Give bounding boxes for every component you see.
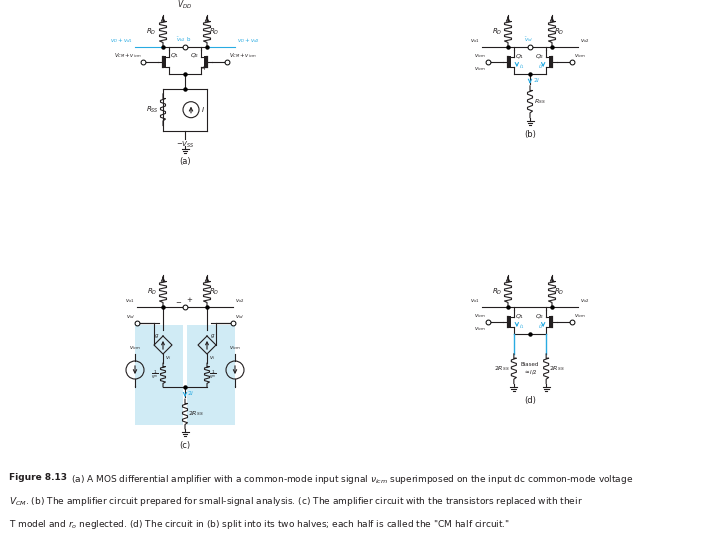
Text: $V_{CM}+v_{icm}$: $V_{CM}+v_{icm}$ <box>229 51 256 60</box>
Text: $2i$: $2i$ <box>187 389 194 397</box>
Text: $+$: $+$ <box>186 295 193 304</box>
Text: $v_i$: $v_i$ <box>165 355 171 362</box>
Text: $v_{icm}$: $v_{icm}$ <box>129 344 141 352</box>
Text: $v_{o2}$: $v_{o2}$ <box>580 297 590 305</box>
Text: (c): (c) <box>179 441 191 450</box>
Text: $Q_2$: $Q_2$ <box>535 52 544 61</box>
Text: $R_{SS}$: $R_{SS}$ <box>534 97 546 106</box>
Text: $2R_{SS}$: $2R_{SS}$ <box>494 364 510 373</box>
Text: $g$: $g$ <box>210 332 215 340</box>
Text: $\frac{1}{g_m}$: $\frac{1}{g_m}$ <box>151 369 159 381</box>
Text: $R_{SS}$: $R_{SS}$ <box>146 105 159 115</box>
Text: $v_{o1}$: $v_{o1}$ <box>125 297 135 305</box>
Text: $R_D$: $R_D$ <box>209 287 220 297</box>
Text: T model and $r_o$ neglected. (d) The circuit in (b) split into its two halves; e: T model and $r_o$ neglected. (d) The cir… <box>9 518 510 531</box>
Text: $v_D+v_{d1}$: $v_D+v_{d1}$ <box>110 36 133 45</box>
Text: $\bar{v}_{id}$: $\bar{v}_{id}$ <box>523 35 532 44</box>
Text: (a): (a) <box>179 157 191 166</box>
Text: $v_{o2}$: $v_{o2}$ <box>580 37 590 45</box>
Text: $2R_{SS}$: $2R_{SS}$ <box>549 364 565 373</box>
Text: $\bar{v}_{b2}\ $b: $\bar{v}_{b2}\ $b <box>176 35 192 44</box>
Text: $R_D$: $R_D$ <box>492 27 502 37</box>
Text: $v_{icm}$: $v_{icm}$ <box>574 52 586 60</box>
Text: $V_{CM}$. (b) The amplifier circuit prepared for small-signal analysis. (c) The : $V_{CM}$. (b) The amplifier circuit prep… <box>9 495 582 508</box>
Text: $R_D$: $R_D$ <box>554 287 564 297</box>
Text: $2R_{SS}$: $2R_{SS}$ <box>188 409 204 418</box>
Text: $V_{DD}$: $V_{DD}$ <box>177 0 193 11</box>
Text: $-V_{SS}$: $-V_{SS}$ <box>176 140 194 150</box>
Text: $-$: $-$ <box>175 298 182 304</box>
Bar <box>135 325 183 425</box>
Text: $g$: $g$ <box>153 332 159 340</box>
Text: $v_{icm}$: $v_{icm}$ <box>574 312 586 320</box>
Text: $Q_1$: $Q_1$ <box>515 312 524 321</box>
Text: $R_D$: $R_D$ <box>554 27 564 37</box>
Text: $v_{icm}$: $v_{icm}$ <box>474 312 486 320</box>
Text: (b): (b) <box>524 130 536 139</box>
Text: $R_D$: $R_D$ <box>145 27 156 37</box>
Text: $v_{icm}$: $v_{icm}$ <box>474 65 486 73</box>
Text: $v_{id}$: $v_{id}$ <box>235 313 244 321</box>
Text: $R_D$: $R_D$ <box>209 27 220 37</box>
Text: $i_2$: $i_2$ <box>538 62 544 71</box>
Text: $2i$: $2i$ <box>533 76 541 84</box>
Text: (d): (d) <box>524 396 536 404</box>
Text: $Q_2$: $Q_2$ <box>535 312 544 321</box>
Text: $v_{o1}$: $v_{o1}$ <box>470 297 480 305</box>
Text: $V_{CM}+v_{icm}$: $V_{CM}+v_{icm}$ <box>114 51 141 60</box>
Text: $i_1$: $i_1$ <box>519 322 524 330</box>
Text: $v_{icm}$: $v_{icm}$ <box>474 52 486 60</box>
Text: Biased
$\approx I/2$: Biased $\approx I/2$ <box>521 362 539 376</box>
Text: $R_D$: $R_D$ <box>147 287 157 297</box>
Text: $v_i$: $v_i$ <box>209 355 215 362</box>
Bar <box>187 325 235 425</box>
Text: $v_{o2}$: $v_{o2}$ <box>235 297 245 305</box>
Text: $Q_2$: $Q_2$ <box>190 51 199 60</box>
Text: $v_{icm}$: $v_{icm}$ <box>474 325 486 333</box>
Text: $Q_1$: $Q_1$ <box>170 51 179 60</box>
Text: $\frac{1}{g_m}$: $\frac{1}{g_m}$ <box>209 369 217 381</box>
Text: $I$: $I$ <box>201 105 205 114</box>
Text: (a) A MOS differential amplifier with a common-mode input signal $\nu_{icm}$ sup: (a) A MOS differential amplifier with a … <box>71 472 633 485</box>
Text: $v_D+v_{d2}$: $v_D+v_{d2}$ <box>237 36 260 45</box>
Text: $i_2$: $i_2$ <box>538 322 544 330</box>
Text: $v_{icm}$: $v_{icm}$ <box>229 344 241 352</box>
Text: Figure 8.13: Figure 8.13 <box>9 472 67 482</box>
Text: $v_{o1}$: $v_{o1}$ <box>470 37 480 45</box>
Text: $i_1$: $i_1$ <box>519 62 524 71</box>
Text: 4: 4 <box>202 66 206 71</box>
Text: $v_{id}$: $v_{id}$ <box>126 313 135 321</box>
Text: $R_D$: $R_D$ <box>492 287 502 297</box>
Text: $Q_1$: $Q_1$ <box>515 52 524 61</box>
